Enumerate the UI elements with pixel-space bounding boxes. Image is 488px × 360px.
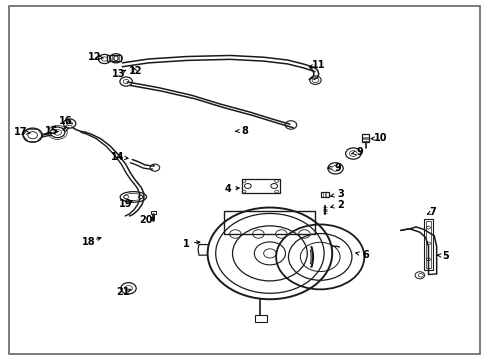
Bar (424, 219, 432, 270)
Text: 18: 18 (82, 237, 95, 247)
Text: 12: 12 (128, 66, 142, 76)
Bar (224, 211, 315, 234)
Text: 11: 11 (311, 60, 325, 70)
Text: 21: 21 (116, 287, 130, 297)
Text: 10: 10 (373, 133, 387, 143)
Bar (362, 135, 368, 142)
Bar (425, 221, 430, 268)
Text: 9: 9 (355, 147, 362, 157)
Text: 1: 1 (183, 239, 189, 248)
Text: 15: 15 (45, 126, 59, 136)
Bar (107, 55, 121, 62)
Text: 6: 6 (361, 250, 368, 260)
Text: 3: 3 (336, 189, 343, 199)
Text: 14: 14 (111, 152, 124, 162)
Bar (320, 192, 328, 197)
Text: 13: 13 (111, 69, 125, 79)
Bar (151, 211, 156, 213)
Text: 5: 5 (442, 251, 448, 261)
Text: 4: 4 (224, 184, 231, 194)
Text: 9: 9 (334, 163, 341, 173)
Text: 16: 16 (59, 116, 72, 126)
Text: 17: 17 (15, 127, 28, 137)
Bar (254, 315, 266, 322)
Text: 7: 7 (428, 207, 435, 217)
Text: 20: 20 (139, 215, 153, 225)
Bar (242, 179, 280, 193)
Text: 2: 2 (336, 200, 343, 210)
Text: 19: 19 (119, 199, 133, 209)
Text: 12: 12 (88, 51, 102, 62)
Text: 8: 8 (241, 126, 247, 136)
